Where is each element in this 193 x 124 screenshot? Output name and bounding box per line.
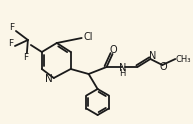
Text: F: F	[8, 40, 14, 48]
Text: O: O	[160, 62, 167, 72]
Text: N: N	[149, 51, 156, 61]
Text: F: F	[23, 52, 28, 62]
Text: H: H	[119, 68, 126, 78]
Text: N: N	[119, 63, 126, 73]
Text: N: N	[45, 74, 53, 84]
Text: CH₃: CH₃	[175, 55, 191, 63]
Text: F: F	[9, 24, 14, 32]
Text: Cl: Cl	[84, 32, 93, 42]
Text: O: O	[110, 45, 117, 55]
